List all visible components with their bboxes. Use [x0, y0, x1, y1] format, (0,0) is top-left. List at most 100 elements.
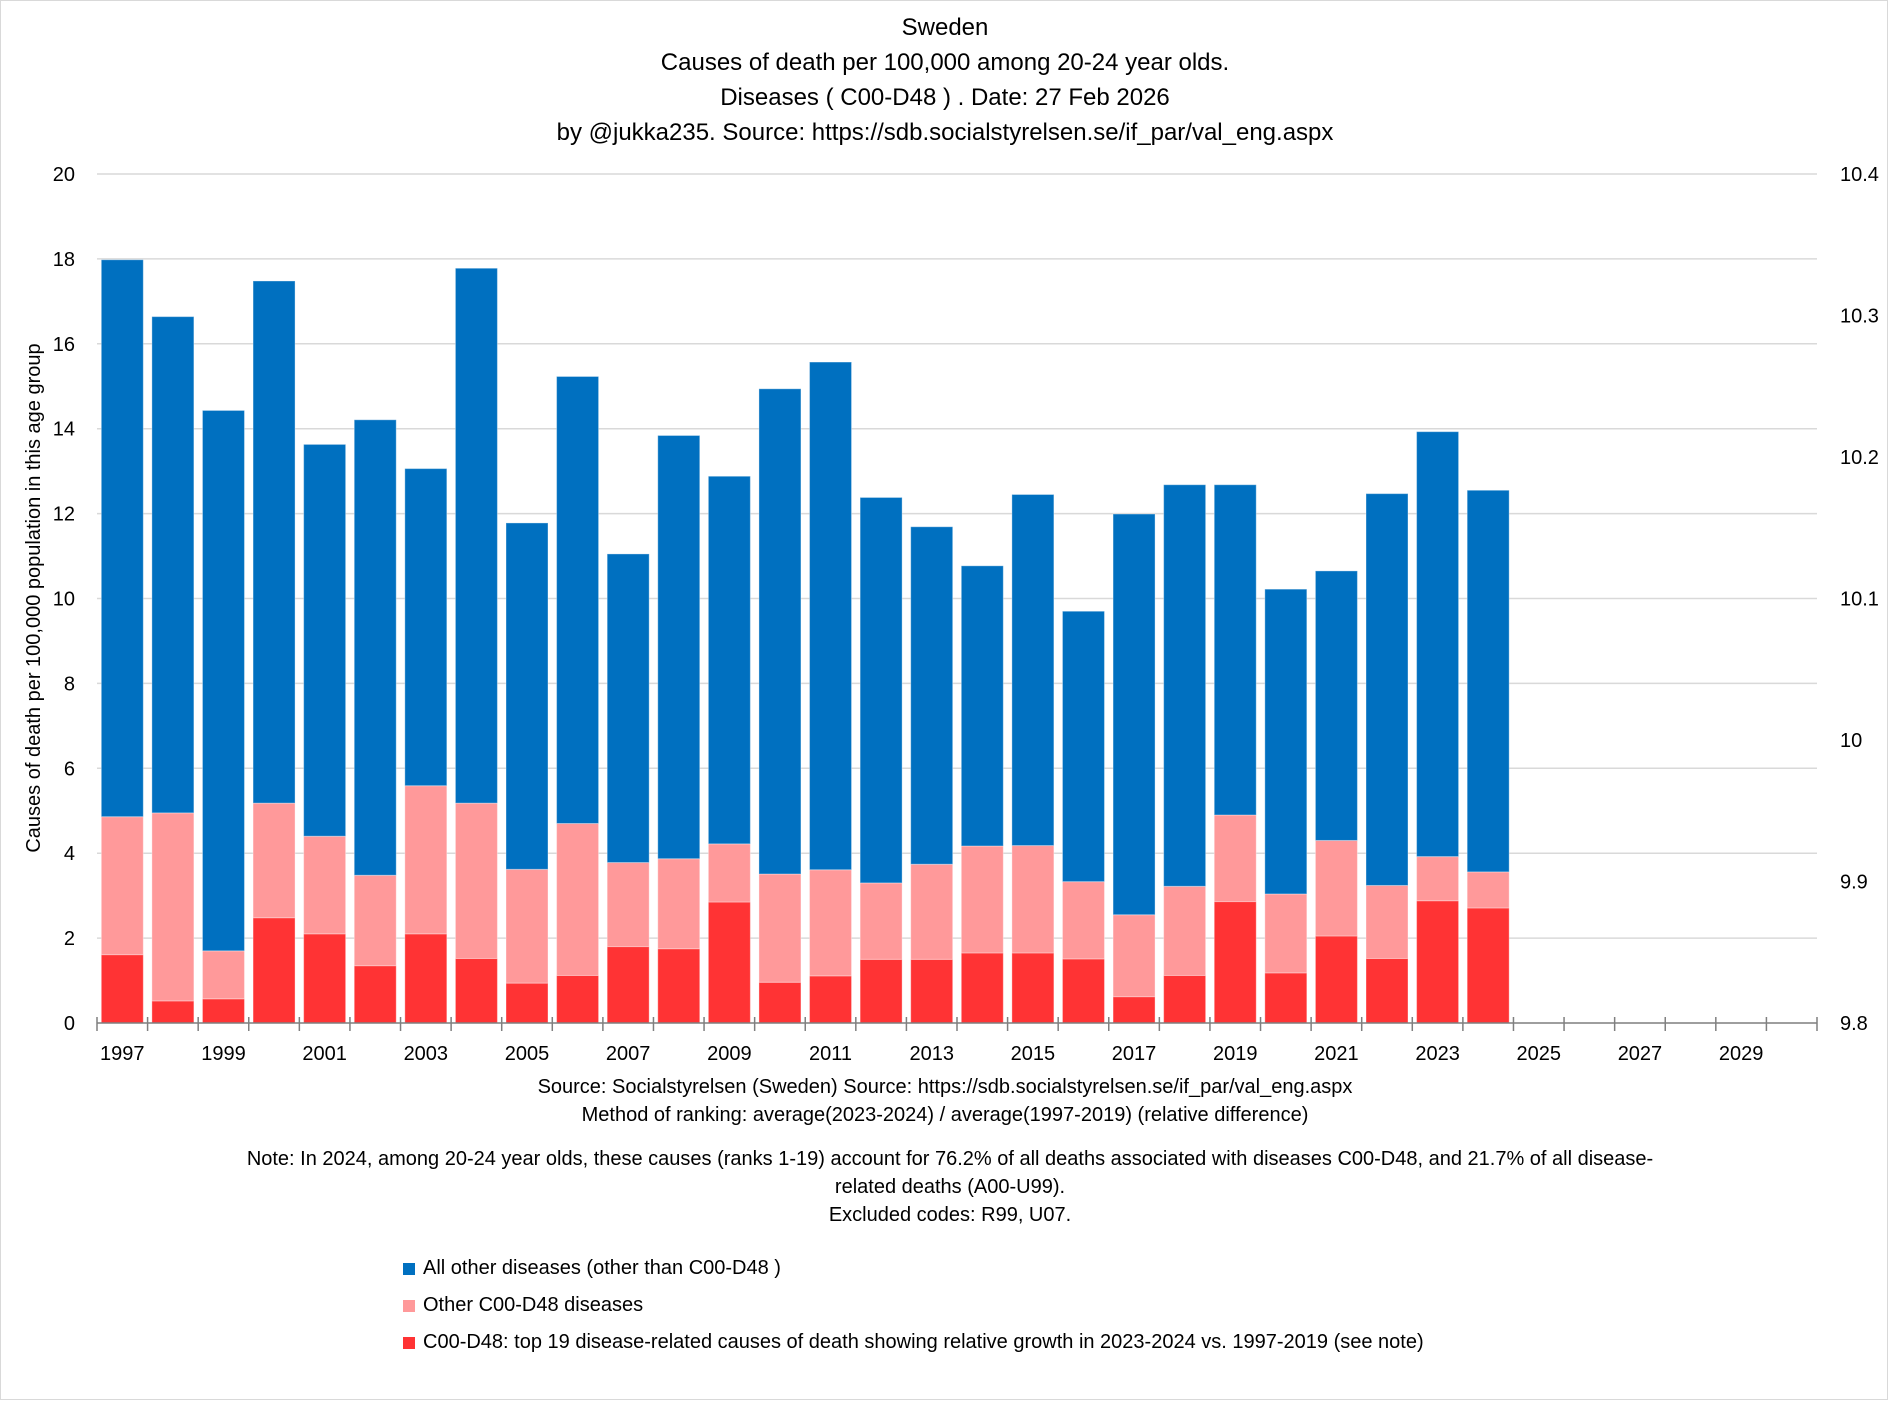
bar-segment-all-other	[809, 361, 853, 871]
bar-segment-top19	[707, 901, 751, 1024]
bar-segment-other-c00-d48	[505, 868, 549, 984]
legend-item-other-c00-d48: Other C00-D48 diseases	[403, 1287, 1424, 1324]
bar-segment-top19	[252, 917, 296, 1024]
bar-segment-top19	[758, 981, 802, 1024]
x-axis-tick-labels: 1997 1999 2001 2003 2005 2007 2009 2011 2013 2015…	[100, 1043, 1763, 1065]
bar-segment-all-other	[1011, 493, 1055, 847]
bar-segment-top19	[1416, 900, 1460, 1024]
bar-segment-other-c00-d48	[707, 843, 751, 903]
bar-segment-all-other	[910, 526, 954, 865]
bar-segment-all-other	[1061, 610, 1105, 883]
bar-segment-other-c00-d48	[1416, 856, 1460, 902]
bar-segment-other-c00-d48	[353, 874, 397, 967]
legend-item-top19: C00-D48: top 19 disease-related causes o…	[403, 1324, 1424, 1361]
legend-label: C00-D48: top 19 disease-related causes o…	[423, 1331, 1424, 1353]
x-tick-label: 2003	[404, 1043, 449, 1065]
legend-label: Other C00-D48 diseases	[423, 1294, 644, 1316]
bar-segment-top19	[201, 998, 245, 1024]
bar-segment-other-c00-d48	[809, 869, 853, 977]
x-tick-label: 2007	[606, 1043, 651, 1065]
legend: All other diseases (other than C00-D48 )…	[403, 1250, 1424, 1361]
bar-segment-all-other	[1314, 570, 1358, 841]
bar-segment-other-c00-d48	[1112, 914, 1156, 998]
bar-segment-other-c00-d48	[100, 816, 144, 956]
bar-segment-all-other	[303, 443, 347, 837]
bar-segment-other-c00-d48	[201, 950, 245, 1000]
bar-segment-top19	[960, 952, 1004, 1024]
title-subtitle: Diseases ( C00-D48 ) . Date: 27 Feb 2026	[720, 84, 1170, 111]
y-tick-label: 16	[53, 334, 75, 356]
bar-segment-top19	[859, 958, 903, 1024]
note-excluded: Excluded codes: R99, U07.	[828, 1204, 1072, 1226]
footer-source-block: Source: Socialstyrelsen (Sweden) Source:…	[0, 1073, 1890, 1129]
bar-segment-other-c00-d48	[454, 802, 498, 959]
footer-note: Note: In 2024, among 20-24 year olds, th…	[200, 1145, 1700, 1229]
bar-segment-other-c00-d48	[1264, 893, 1308, 974]
bar-segment-all-other	[859, 496, 903, 884]
footer-method: Method of ranking: average(2023-2024) / …	[581, 1104, 1309, 1126]
legend-item-all-other-diseases: All other diseases (other than C00-D48 )	[403, 1250, 1424, 1287]
bar-segment-all-other	[657, 434, 701, 860]
y-tick-label: 18	[53, 249, 75, 271]
x-tick-label: 2013	[909, 1043, 954, 1065]
bar-segment-other-c00-d48	[1365, 884, 1409, 959]
bar-segment-top19	[1365, 957, 1409, 1024]
bar-segment-top19	[657, 948, 701, 1024]
y2-axis-tick-labels: 9.8 9.9 10 10.1 10.2 10.3 10.4	[1840, 164, 1879, 1035]
bar-segment-top19	[606, 946, 650, 1024]
bar-segment-top19	[1264, 972, 1308, 1024]
x-tick-label: 2015	[1011, 1043, 1056, 1065]
footer-source: Source: Socialstyrelsen (Sweden) Source:…	[537, 1076, 1353, 1098]
bar-segment-other-c00-d48	[1163, 885, 1207, 976]
bar-segment-top19	[1061, 958, 1105, 1024]
bar-segment-other-c00-d48	[1314, 839, 1358, 937]
bar-segment-all-other	[1163, 484, 1207, 887]
bar-segment-all-other	[1264, 588, 1308, 895]
x-tick-label: 2017	[1112, 1043, 1157, 1065]
bar-segment-other-c00-d48	[1011, 845, 1055, 954]
bar-segment-all-other	[1112, 513, 1156, 916]
bar-segment-top19	[910, 958, 954, 1024]
bar-segment-all-other	[960, 565, 1004, 847]
bar-segment-other-c00-d48	[303, 835, 347, 935]
bar-segment-top19	[353, 965, 397, 1024]
bar-segment-other-c00-d48	[252, 802, 296, 919]
y-tick-label: 4	[64, 843, 75, 865]
x-tick-label: 2005	[505, 1043, 550, 1065]
y2-tick-label: 10.4	[1840, 164, 1879, 186]
y2-tick-label: 10.3	[1840, 306, 1879, 328]
bar-segment-all-other	[353, 419, 397, 876]
bar-segment-other-c00-d48	[758, 873, 802, 983]
x-tick-label: 1999	[201, 1043, 246, 1065]
bar-segment-all-other	[151, 316, 195, 814]
bar-segment-top19	[1466, 907, 1510, 1024]
bar-segment-other-c00-d48	[1466, 871, 1510, 909]
bar-segment-top19	[454, 957, 498, 1024]
bar-segment-top19	[100, 954, 144, 1024]
legend-swatch-red	[403, 1336, 415, 1349]
x-tick-label: 2019	[1213, 1043, 1258, 1065]
x-tick-label: 2021	[1314, 1043, 1359, 1065]
axes	[96, 1017, 1818, 1031]
bar-segment-top19	[1011, 952, 1055, 1024]
bar-segment-top19	[809, 975, 853, 1024]
y-tick-label: 0	[64, 1013, 75, 1035]
y2-tick-label: 10	[1840, 730, 1862, 752]
bar-segment-all-other	[201, 409, 245, 952]
bar-segment-top19	[505, 982, 549, 1024]
x-tick-label: 2009	[707, 1043, 752, 1065]
bar-segment-top19	[404, 933, 448, 1024]
y2-tick-label: 9.8	[1840, 1013, 1868, 1035]
y-tick-label: 2	[64, 928, 75, 950]
x-tick-label: 2001	[302, 1043, 347, 1065]
bar-segment-all-other	[1466, 489, 1510, 873]
y2-tick-label: 9.9	[1840, 872, 1868, 894]
bar-segment-top19	[1112, 996, 1156, 1024]
bar-segment-all-other	[454, 267, 498, 804]
bars	[100, 259, 1510, 1024]
bar-segment-top19	[1314, 935, 1358, 1024]
bar-segment-all-other	[252, 280, 296, 804]
legend-swatch-blue	[403, 1262, 415, 1275]
y-axis-tick-labels: 0 2 4 6 8 10 12 14 16 18 20	[53, 164, 75, 1035]
x-tick-label: 2025	[1517, 1043, 1562, 1065]
